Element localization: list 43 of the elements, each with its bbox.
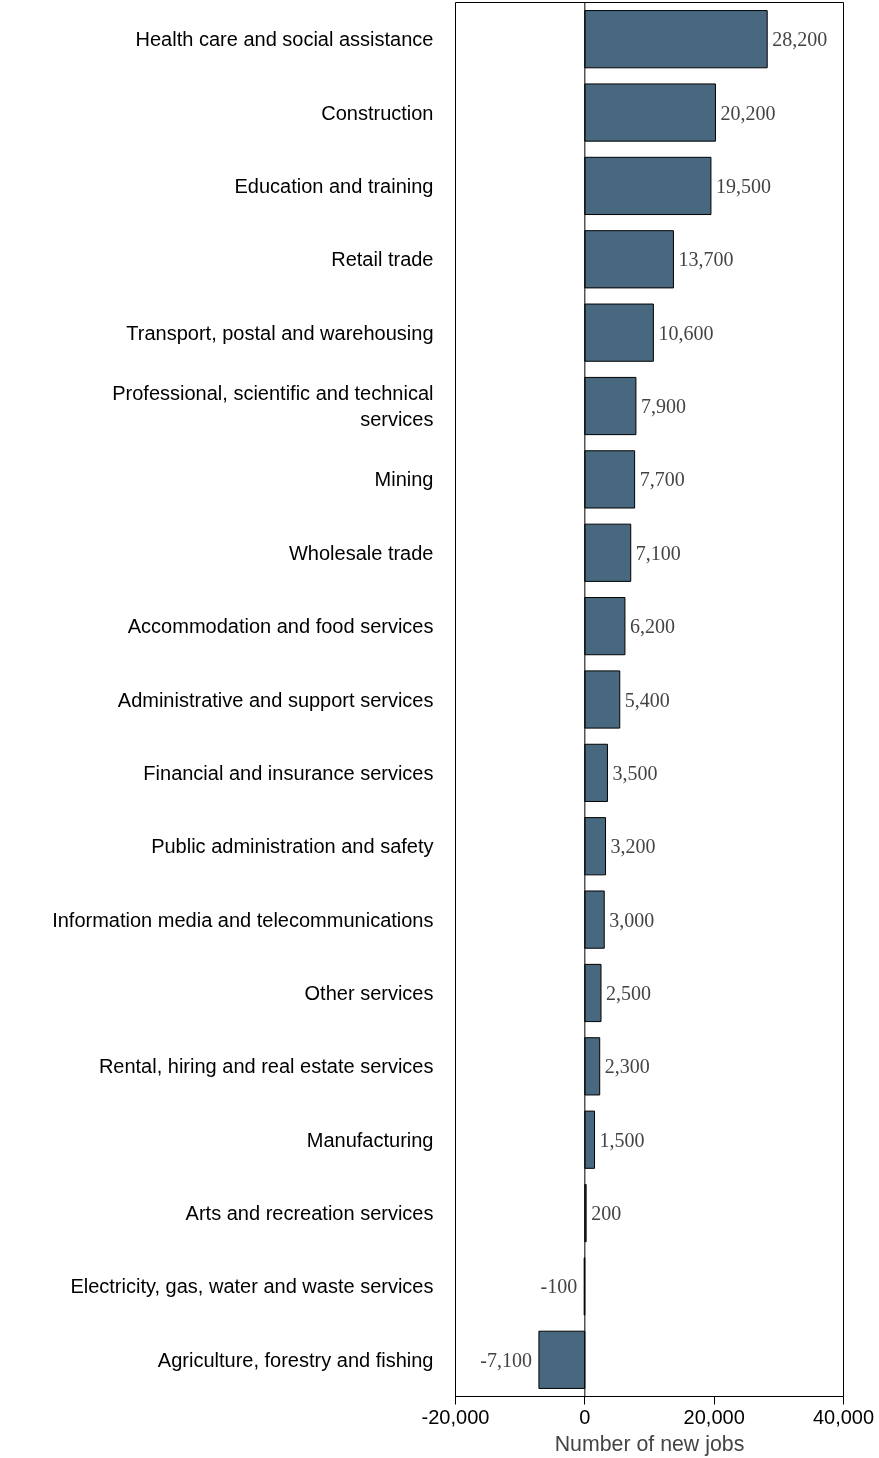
data-label: 200 <box>591 1202 622 1225</box>
x-tick-label: 40,000 <box>812 1405 875 1428</box>
y-tick-label: Rental, hiring and real estate services <box>98 1055 434 1078</box>
data-label: 7,700 <box>639 468 685 491</box>
data-label: 7,100 <box>635 541 681 564</box>
data-label: 19,500 <box>715 174 771 197</box>
data-label: 1,500 <box>599 1128 645 1151</box>
x-tick-label: 0 <box>579 1405 591 1428</box>
data-label: 20,200 <box>720 101 776 124</box>
data-label: 3,000 <box>609 908 655 931</box>
data-label: -7,100 <box>480 1348 532 1371</box>
y-tick-label: Transport, postal and warehousing <box>126 321 434 344</box>
data-label: 5,400 <box>624 688 670 711</box>
data-label: -100 <box>540 1275 578 1298</box>
y-tick-label: Financial and insurance services <box>143 761 434 784</box>
x-tick-label: 20,000 <box>683 1405 745 1428</box>
y-tick-label: Manufacturing <box>306 1128 434 1151</box>
y-tick-label: Health care and social assistance <box>135 28 434 51</box>
data-label: 28,200 <box>772 28 828 51</box>
y-tick-label: Public administration and safety <box>151 835 434 858</box>
y-tick-label: Wholesale trade <box>288 541 434 564</box>
data-label: 2,500 <box>606 981 651 1004</box>
x-axis-title: Number of new jobs <box>554 1431 745 1456</box>
y-tick-label: Information media and telecommunications <box>52 908 434 931</box>
y-tick-label: Education and training <box>234 174 434 197</box>
data-label: 2,300 <box>604 1055 650 1078</box>
data-label: 3,500 <box>612 761 658 784</box>
y-tick-label: Construction <box>321 101 434 124</box>
y-tick-label: Retail trade <box>331 248 434 271</box>
data-label: 3,200 <box>610 835 656 858</box>
y-tick-label: Accommodation and food services <box>127 615 434 638</box>
x-tick-label: -20,000 <box>421 1405 490 1428</box>
data-label: 10,600 <box>658 321 714 344</box>
y-tick-label: Administrative and support services <box>117 688 434 711</box>
y-tick-label: Professional, scientific and technical services <box>112 381 434 431</box>
y-tick-label: Other services <box>304 981 434 1004</box>
data-label: 7,900 <box>640 395 686 418</box>
data-label: 6,200 <box>629 615 675 638</box>
y-tick-label: Agriculture, forestry and fishing <box>157 1348 434 1371</box>
y-tick-label: Arts and recreation services <box>185 1202 434 1225</box>
y-tick-label: Mining <box>374 468 434 491</box>
data-label: 13,700 <box>678 248 734 271</box>
y-tick-label: Electricity, gas, water and waste services <box>70 1275 434 1298</box>
